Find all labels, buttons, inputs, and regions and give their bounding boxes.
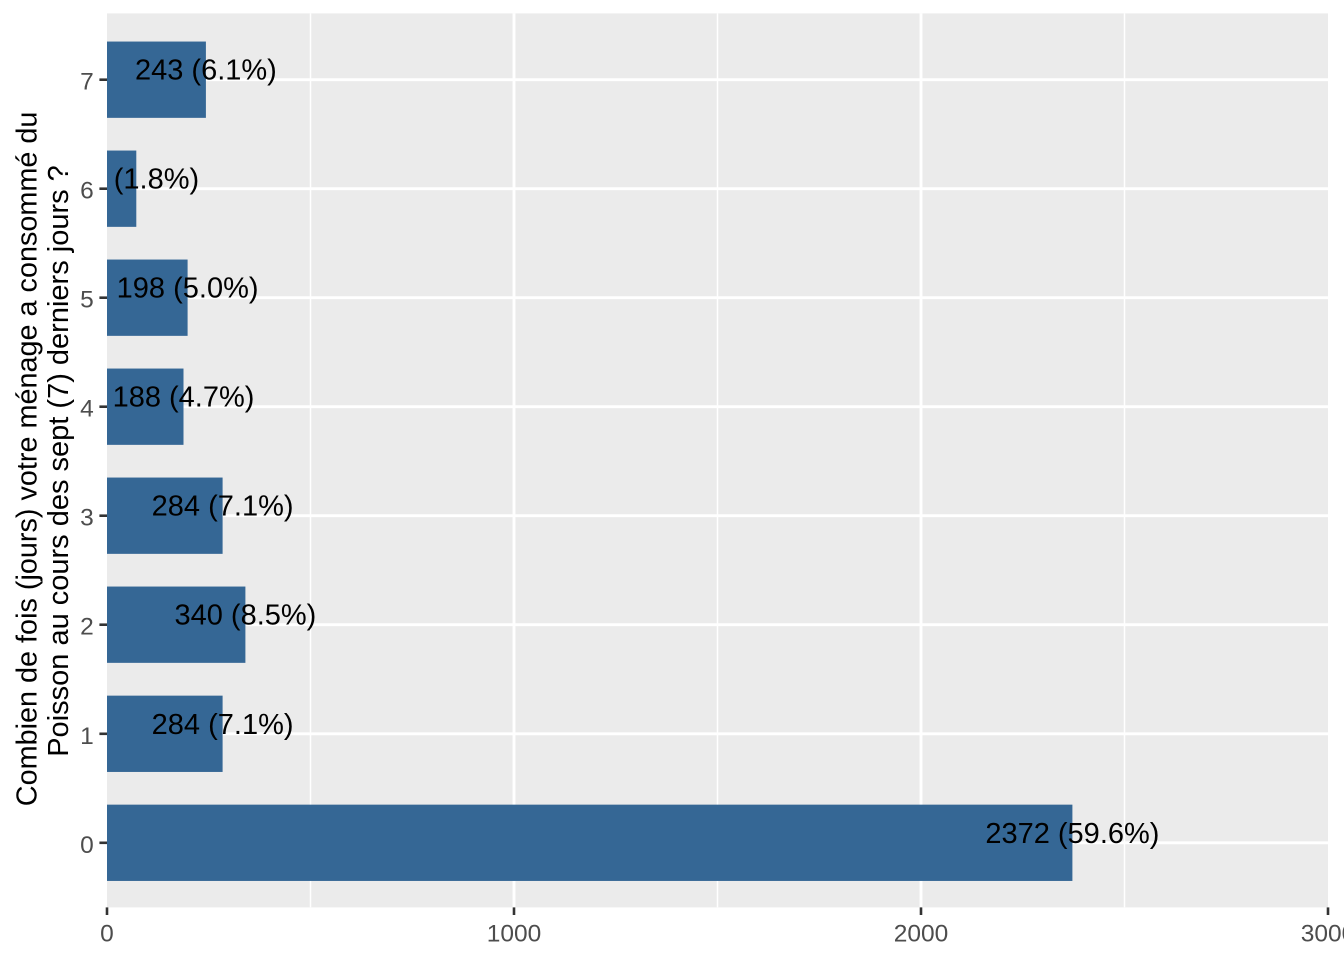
svg-text:198 (5.0%): 198 (5.0%) <box>117 273 259 305</box>
svg-text:0: 0 <box>80 832 94 859</box>
svg-text:188 (4.7%): 188 (4.7%) <box>113 382 255 414</box>
svg-text:2372 (59.6%): 2372 (59.6%) <box>985 818 1159 850</box>
svg-text:72 (1.8%): 72 (1.8%) <box>73 164 199 196</box>
svg-text:284 (7.1%): 284 (7.1%) <box>152 709 294 741</box>
svg-text:3: 3 <box>80 505 94 532</box>
svg-text:1: 1 <box>80 723 94 750</box>
svg-text:0: 0 <box>100 920 114 947</box>
svg-text:6: 6 <box>80 178 94 205</box>
svg-text:Poisson au cours des sept (7): Poisson au cours des sept (7) derniers j… <box>43 165 75 757</box>
svg-text:1000: 1000 <box>487 920 542 947</box>
svg-text:7: 7 <box>80 69 94 96</box>
svg-text:243 (6.1%): 243 (6.1%) <box>135 55 277 87</box>
svg-text:340 (8.5%): 340 (8.5%) <box>174 600 316 632</box>
svg-text:5: 5 <box>80 287 94 314</box>
svg-text:284 (7.1%): 284 (7.1%) <box>152 491 294 523</box>
svg-text:2000: 2000 <box>894 920 949 947</box>
svg-text:4: 4 <box>80 396 94 423</box>
svg-text:Combien de fois (jours) votre: Combien de fois (jours) votre ménage a c… <box>12 112 44 807</box>
svg-text:2: 2 <box>80 614 94 641</box>
